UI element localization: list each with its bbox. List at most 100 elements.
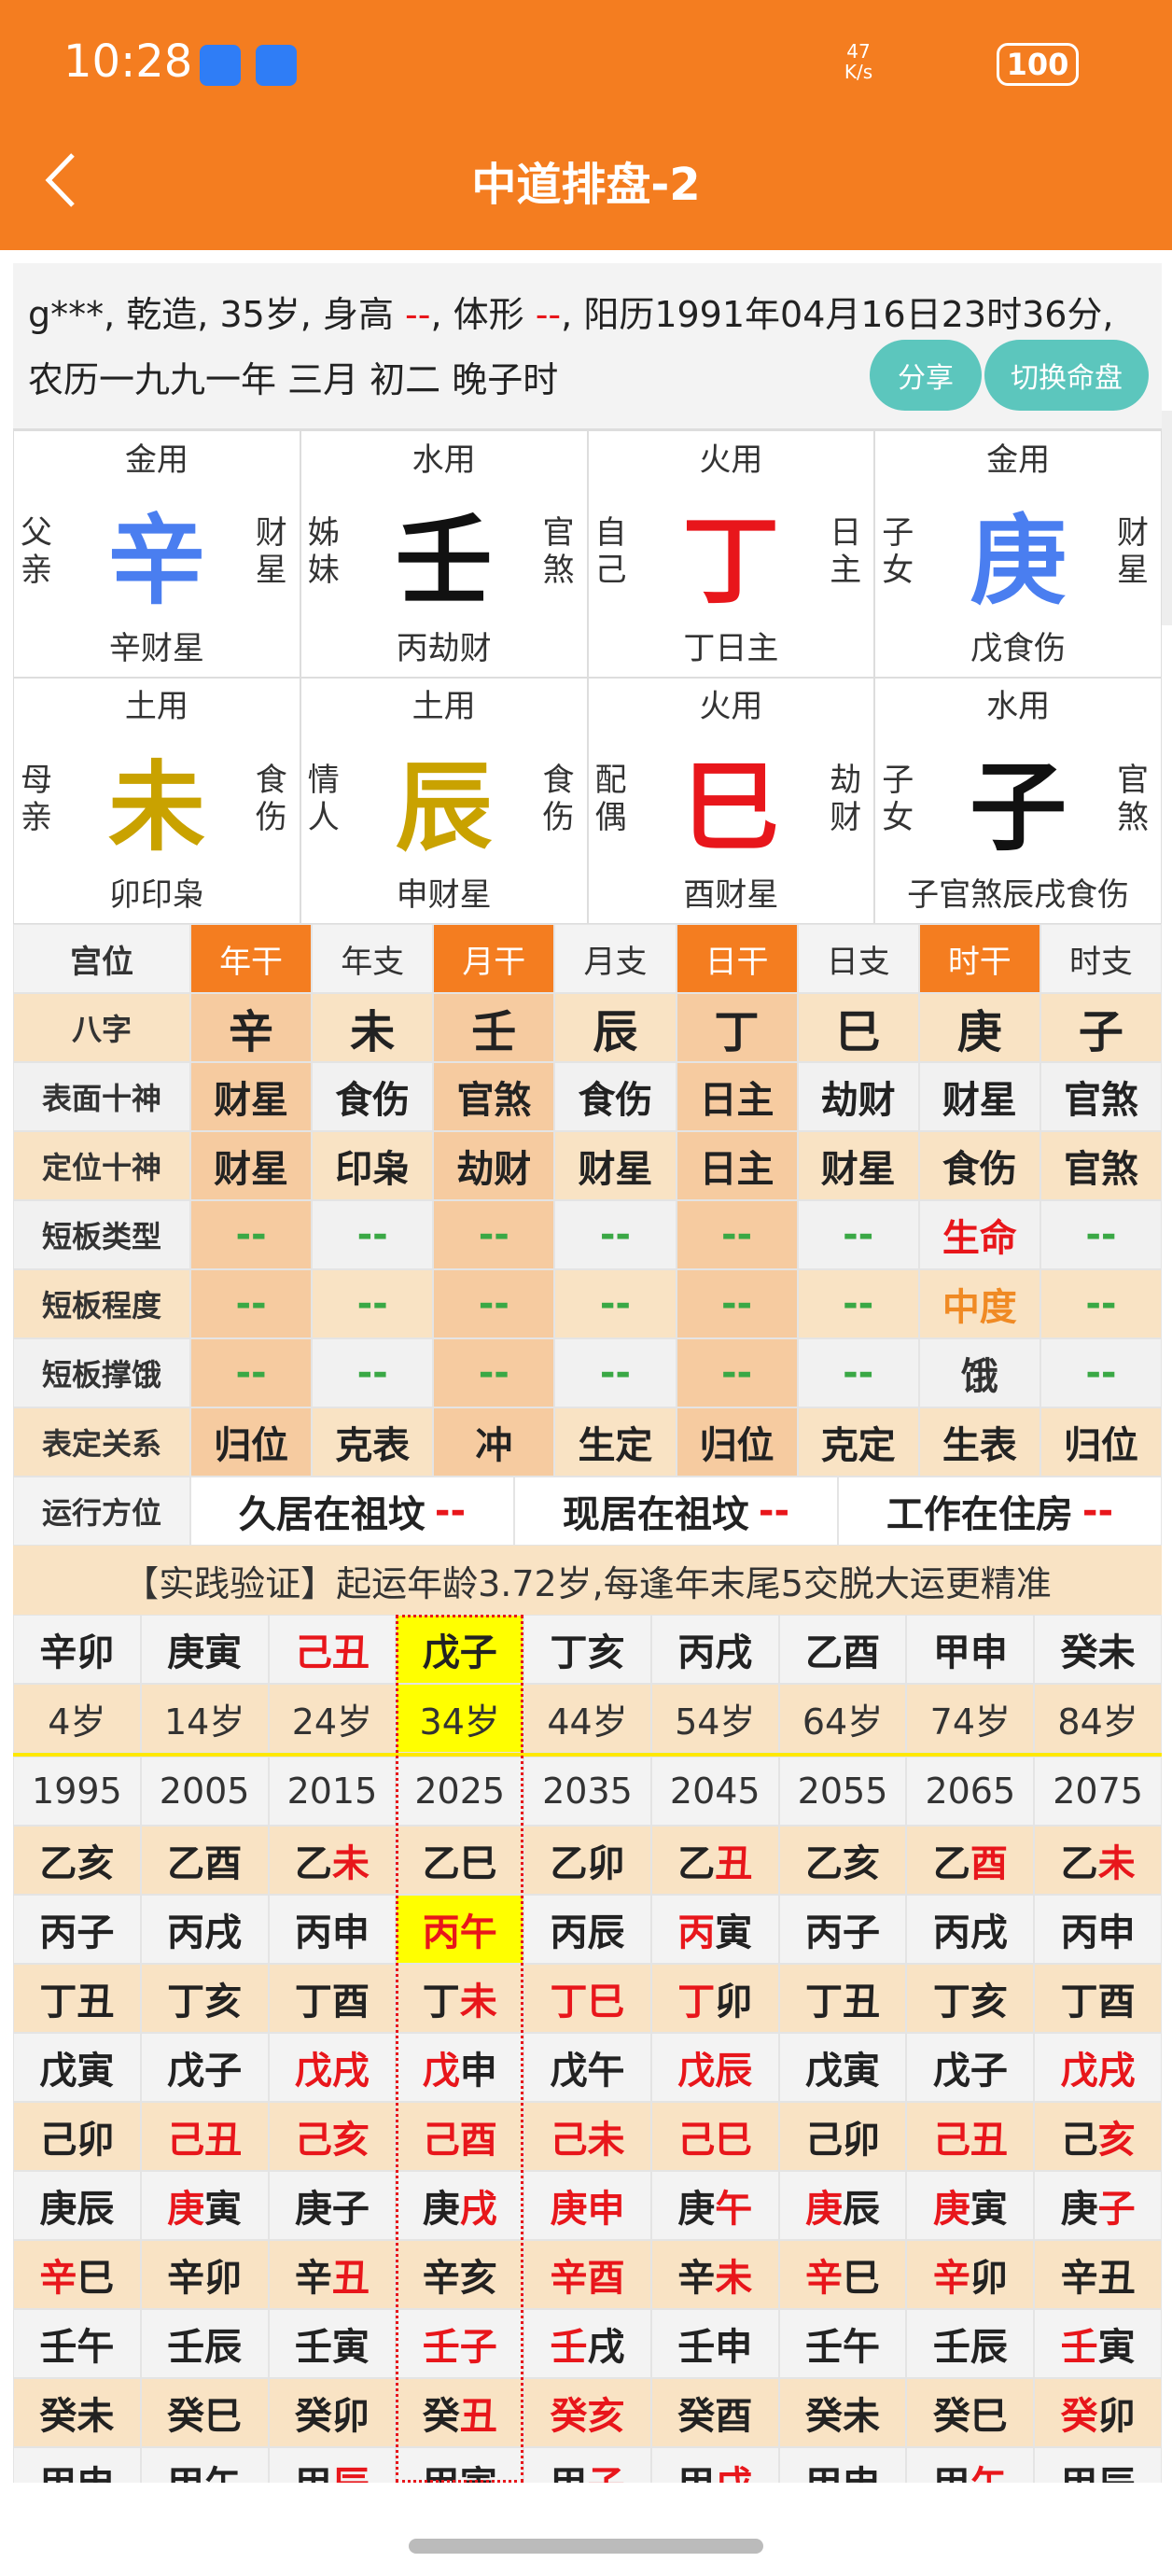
annual-cell[interactable]: 壬午 [778,2309,907,2378]
dayun-pillar[interactable]: 辛卯 [13,1615,141,1684]
annual-cell[interactable]: 辛卯 [140,2240,269,2309]
annual-cell[interactable]: 乙未 [268,1826,397,1895]
annual-cell[interactable]: 丁酉 [1034,1964,1162,2033]
dayun-pillar[interactable]: 丁亥 [523,1615,651,1684]
annual-cell[interactable]: 丙午 [396,1895,524,1964]
annual-cell[interactable]: 己丑 [140,2102,269,2171]
annual-cell[interactable]: 丙申 [1034,1895,1162,1964]
dayun-pillar[interactable]: 戊子 [396,1615,524,1684]
annual-cell[interactable]: 甲寅 [396,2447,524,2483]
annual-cell[interactable]: 丙申 [268,1895,397,1964]
annual-cell[interactable]: 甲申 [778,2447,907,2483]
annual-cell[interactable]: 甲申 [13,2447,141,2483]
annual-cell[interactable]: 戊辰 [650,2033,779,2102]
annual-cell[interactable]: 丙寅 [650,1895,779,1964]
annual-cell[interactable]: 癸未 [13,2378,141,2447]
annual-cell[interactable]: 辛巳 [13,2240,141,2309]
annual-cell[interactable]: 甲戌 [650,2447,779,2483]
annual-cell[interactable]: 庚辰 [13,2171,141,2240]
annual-cell[interactable]: 丙戌 [906,1895,1035,1964]
annual-cell[interactable]: 己亥 [1034,2102,1162,2171]
annual-cell[interactable]: 丙戌 [140,1895,269,1964]
annual-cell[interactable]: 己未 [523,2102,651,2171]
annual-cell[interactable]: 丁亥 [140,1964,269,2033]
annual-cell[interactable]: 乙丑 [650,1826,779,1895]
annual-cell[interactable]: 甲午 [140,2447,269,2483]
annual-cell[interactable]: 壬辰 [906,2309,1035,2378]
annual-cell[interactable]: 己巳 [650,2102,779,2171]
annual-cell[interactable]: 辛丑 [268,2240,397,2309]
annual-cell[interactable]: 乙卯 [523,1826,651,1895]
annual-cell[interactable]: 丁酉 [268,1964,397,2033]
annual-cell[interactable]: 乙亥 [778,1826,907,1895]
annual-cell[interactable]: 丙子 [13,1895,141,1964]
annual-cell[interactable]: 壬申 [650,2309,779,2378]
annual-cell[interactable]: 庚子 [1034,2171,1162,2240]
annual-cell[interactable]: 庚寅 [906,2171,1035,2240]
annual-cell[interactable]: 戊戌 [268,2033,397,2102]
annual-cell[interactable]: 丁亥 [906,1964,1035,2033]
annual-cell[interactable]: 庚子 [268,2171,397,2240]
annual-cell[interactable]: 庚午 [650,2171,779,2240]
annual-cell[interactable]: 己卯 [13,2102,141,2171]
annual-cell[interactable]: 壬午 [13,2309,141,2378]
annual-cell[interactable]: 丁未 [396,1964,524,2033]
annual-cell[interactable]: 丁巳 [523,1964,651,2033]
annual-cell[interactable]: 庚寅 [140,2171,269,2240]
dayun-pillar[interactable]: 丙戌 [650,1615,779,1684]
annual-cell[interactable]: 戊寅 [778,2033,907,2102]
annual-cell[interactable]: 己酉 [396,2102,524,2171]
annual-cell[interactable]: 戊寅 [13,2033,141,2102]
annual-cell[interactable]: 辛巳 [778,2240,907,2309]
annual-cell[interactable]: 乙酉 [906,1826,1035,1895]
annual-cell[interactable]: 癸酉 [650,2378,779,2447]
dayun-pillar[interactable]: 甲申 [906,1615,1035,1684]
annual-cell[interactable]: 癸巳 [906,2378,1035,2447]
annual-cell[interactable]: 甲子 [523,2447,651,2483]
annual-cell[interactable]: 己亥 [268,2102,397,2171]
annual-cell[interactable]: 己丑 [906,2102,1035,2171]
annual-cell[interactable]: 壬辰 [140,2309,269,2378]
dayun-pillar[interactable]: 癸未 [1034,1615,1162,1684]
annual-cell[interactable]: 壬寅 [1034,2309,1162,2378]
annual-cell[interactable]: 壬子 [396,2309,524,2378]
annual-cell[interactable]: 壬戌 [523,2309,651,2378]
annual-cell[interactable]: 甲辰 [1034,2447,1162,2483]
annual-cell[interactable]: 甲辰 [268,2447,397,2483]
annual-cell[interactable]: 丙子 [778,1895,907,1964]
annual-cell[interactable]: 戊子 [906,2033,1035,2102]
annual-cell[interactable]: 丁卯 [650,1964,779,2033]
annual-cell[interactable]: 癸卯 [268,2378,397,2447]
annual-cell[interactable]: 戊子 [140,2033,269,2102]
annual-cell[interactable]: 辛未 [650,2240,779,2309]
annual-cell[interactable]: 乙未 [1034,1826,1162,1895]
annual-cell[interactable]: 丙辰 [523,1895,651,1964]
annual-cell[interactable]: 辛酉 [523,2240,651,2309]
annual-cell[interactable]: 壬寅 [268,2309,397,2378]
annual-cell[interactable]: 丁丑 [13,1964,141,2033]
annual-cell[interactable]: 丁丑 [778,1964,907,2033]
button[interactable]: 切换命盘 [984,340,1149,411]
annual-cell[interactable]: 癸卯 [1034,2378,1162,2447]
dayun-pillar[interactable]: 乙酉 [778,1615,907,1684]
back-button[interactable] [37,149,84,211]
annual-cell[interactable]: 甲午 [906,2447,1035,2483]
annual-cell[interactable]: 乙巳 [396,1826,524,1895]
dayun-pillar[interactable]: 庚寅 [140,1615,269,1684]
annual-cell[interactable]: 戊戌 [1034,2033,1162,2102]
annual-cell[interactable]: 癸亥 [523,2378,651,2447]
annual-cell[interactable]: 癸未 [778,2378,907,2447]
button[interactable]: 分享 [870,340,982,411]
annual-cell[interactable]: 辛丑 [1034,2240,1162,2309]
annual-cell[interactable]: 辛亥 [396,2240,524,2309]
annual-cell[interactable]: 乙酉 [140,1826,269,1895]
annual-cell[interactable]: 戊午 [523,2033,651,2102]
annual-cell[interactable]: 庚戌 [396,2171,524,2240]
annual-cell[interactable]: 己卯 [778,2102,907,2171]
annual-cell[interactable]: 庚辰 [778,2171,907,2240]
annual-cell[interactable]: 乙亥 [13,1826,141,1895]
annual-cell[interactable]: 戊申 [396,2033,524,2102]
annual-cell[interactable]: 辛卯 [906,2240,1035,2309]
annual-cell[interactable]: 癸丑 [396,2378,524,2447]
dayun-pillar[interactable]: 己丑 [268,1615,397,1684]
